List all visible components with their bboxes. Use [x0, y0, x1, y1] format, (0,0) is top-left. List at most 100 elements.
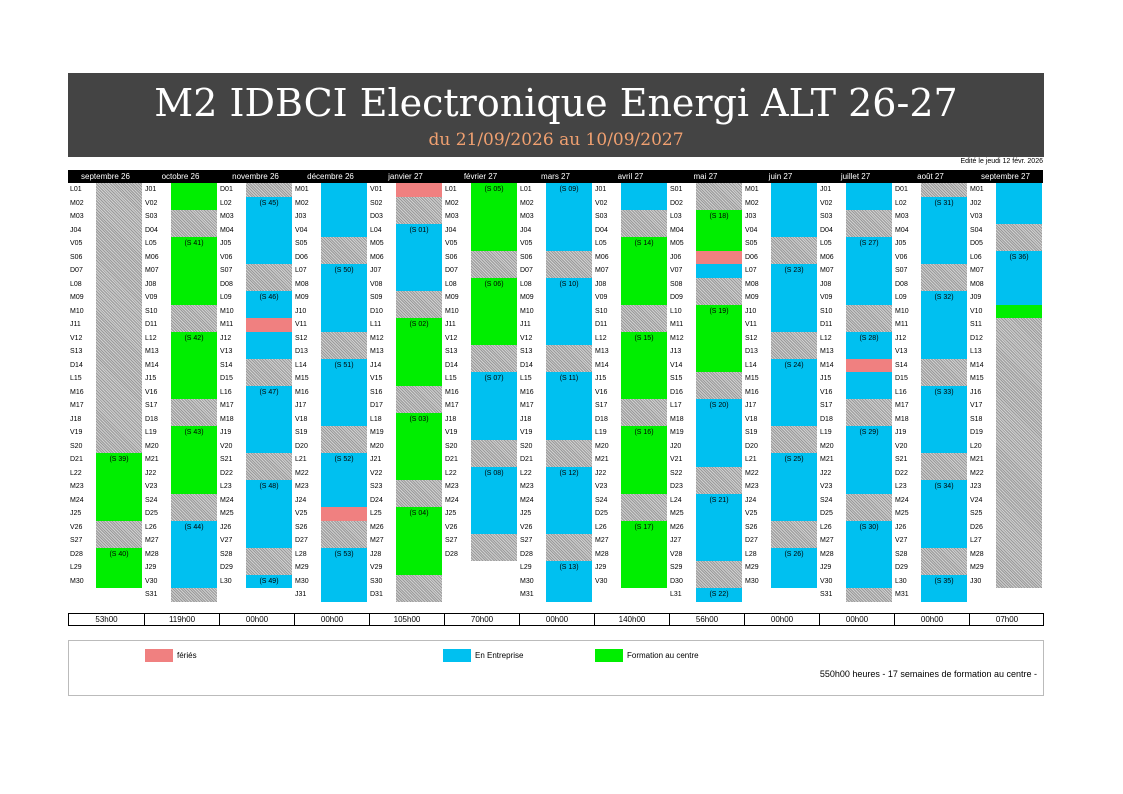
day-cell: M02 [445, 199, 459, 207]
day-cell: J06 [670, 253, 682, 261]
day-cell: M18 [220, 415, 234, 423]
day-cell: V19 [70, 429, 83, 436]
day-cell: V28 [670, 550, 683, 558]
day-cell: M06 [145, 253, 159, 261]
week-label: (S 35) [934, 577, 954, 585]
week-label: (S 12) [559, 469, 579, 477]
month-column: août 27 D01 L02 M03 M04 J05 V06 S07 D08 L09 M10 M11… [893, 170, 968, 602]
day-cell: S15 [670, 375, 683, 382]
day-cell: L19 [820, 429, 832, 436]
holiday-band [396, 183, 442, 197]
day-cell: M12 [370, 334, 384, 342]
day-cell: S10 [145, 307, 158, 315]
day-cell: L22 [445, 469, 457, 477]
day-cell: D15 [895, 375, 908, 382]
day-cell: J18 [520, 415, 532, 423]
day-cell: D14 [520, 361, 533, 369]
week-label: (S 07) [484, 375, 504, 382]
day-cell: V05 [445, 240, 458, 247]
day-cell: L18 [370, 415, 382, 423]
day-cell: M14 [145, 361, 159, 369]
day-cell: L21 [745, 456, 757, 463]
company-band [921, 480, 967, 548]
day-cell: S05 [745, 240, 758, 247]
day-cell: V05 [520, 240, 533, 247]
day-cell: D21 [520, 456, 533, 463]
day-cell: S02 [370, 199, 383, 207]
day-cell: D22 [220, 469, 233, 477]
month-column: novembre 26 D01 L02 M03 M04 J05 V06 S07 D08 L09 M1… [218, 170, 293, 601]
month-header: octobre 26 [143, 170, 218, 183]
day-cell: V17 [970, 402, 983, 409]
day-cell: S28 [895, 550, 908, 558]
month-header: août 27 [893, 170, 968, 183]
day-cell: D15 [220, 375, 233, 382]
day-cell: J09 [970, 294, 982, 301]
day-cell: D08 [220, 280, 233, 288]
day-cell: L17 [670, 402, 682, 409]
month-header: novembre 26 [218, 170, 293, 183]
company-band [696, 588, 742, 602]
day-cell: L30 [895, 577, 907, 585]
day-cell: M01 [970, 186, 984, 193]
week-label: (S 10) [559, 280, 579, 288]
day-cell: S24 [595, 496, 608, 504]
day-cell: D18 [595, 415, 608, 423]
day-cell: L22 [70, 469, 82, 477]
weekend-band [396, 480, 442, 507]
company-band [471, 372, 517, 440]
hours-summary: 550h00 heures - 17 semaines de formation… [819, 669, 1037, 679]
training-band [396, 507, 442, 575]
month-column: septembre 26 L01 M02 M03 J04 V05 S06 D07 L08 M09 M… [68, 170, 143, 601]
company-band [246, 480, 292, 548]
day-cell: J08 [820, 280, 832, 288]
day-cell: S03 [595, 213, 608, 220]
day-cell: L09 [895, 294, 907, 301]
week-label: (S 30) [859, 523, 879, 531]
day-cell: V16 [145, 388, 158, 396]
day-cell: V27 [895, 537, 908, 544]
weekend-band [171, 588, 217, 602]
week-label: (S 13) [559, 564, 579, 571]
week-label: (S 43) [184, 429, 204, 436]
weekend-band [696, 277, 742, 305]
day-cell: M15 [295, 375, 309, 382]
company-swatch [443, 649, 471, 662]
day-cell: J22 [595, 469, 607, 477]
day-cell: M25 [220, 510, 234, 517]
day-cell: L28 [745, 550, 757, 558]
day-cell: V23 [820, 483, 833, 490]
week-label: (S 08) [484, 469, 504, 477]
day-cell: L12 [145, 334, 157, 342]
day-cell: V04 [295, 226, 308, 234]
company-band [696, 493, 742, 561]
day-cell: J03 [295, 213, 307, 220]
weekend-band [696, 372, 742, 399]
day-cell: L26 [820, 523, 832, 531]
day-cell: M10 [70, 307, 84, 315]
day-cell: M26 [370, 523, 384, 531]
weekend-band [771, 237, 817, 264]
weekend-band [996, 318, 1042, 588]
day-cell: M09 [445, 294, 459, 301]
day-cell: M10 [895, 307, 909, 315]
day-cell: V09 [595, 294, 608, 301]
calendar-grid: septembre 26 L01 M02 M03 J04 V05 S06 D07 L08 M09 M… [68, 170, 1044, 602]
weekend-band [921, 264, 967, 291]
weekend-band [771, 331, 817, 359]
day-cell: J29 [595, 564, 607, 571]
day-cell: L27 [970, 537, 982, 544]
day-cell: D21 [70, 456, 83, 463]
day-cell: S22 [670, 469, 683, 477]
day-cell: S07 [895, 267, 908, 274]
week-label: (S 22) [709, 591, 729, 598]
day-cell: M03 [220, 213, 234, 220]
day-cell: M10 [520, 307, 534, 315]
company-band [771, 358, 817, 426]
day-cell: L05 [145, 240, 157, 247]
day-cell: M18 [895, 415, 909, 423]
day-cell: M24 [895, 496, 909, 504]
week-label: (S 06) [484, 280, 504, 288]
day-cell: M11 [895, 321, 909, 328]
day-cell: V12 [445, 334, 458, 342]
